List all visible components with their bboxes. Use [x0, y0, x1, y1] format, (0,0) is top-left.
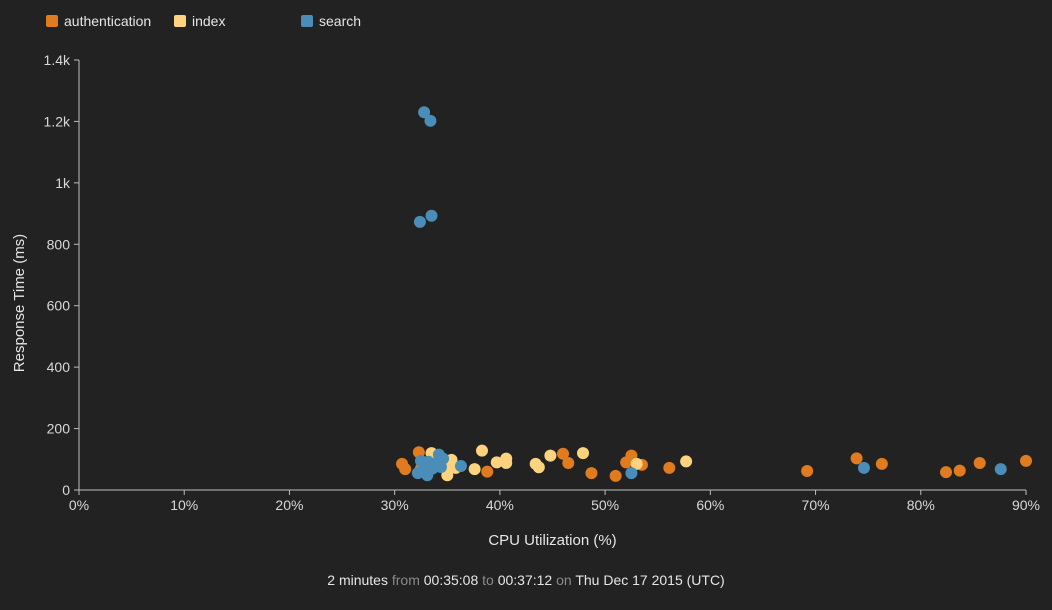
- x-tick-label: 20%: [275, 497, 303, 513]
- y-tick-label: 1k: [55, 175, 71, 191]
- footer-start-time: 00:35:08: [423, 572, 479, 588]
- data-point-search: [421, 469, 434, 482]
- x-tick-label: 60%: [696, 497, 724, 513]
- data-point-index: [441, 469, 454, 482]
- data-point-index: [500, 456, 513, 469]
- data-point-authentication: [850, 452, 863, 465]
- data-point-search: [418, 106, 431, 119]
- data-point-search: [424, 114, 437, 127]
- scatter-chart: 0 200 400 600 800 1k 1.2k 1.4k 0% 10% 20% 30% 40% 50%…: [11, 52, 1040, 549]
- data-point-index: [577, 447, 590, 460]
- x-tick-label: 40%: [486, 497, 514, 513]
- data-point-search: [425, 209, 438, 222]
- data-point-index: [532, 461, 545, 474]
- legend-item-index[interactable]: index: [174, 13, 225, 29]
- legend-item-authentication[interactable]: authentication: [46, 13, 151, 29]
- legend-swatch-search: [301, 15, 313, 27]
- y-axis-label: Response Time (ms): [11, 234, 28, 372]
- x-tick-label: 70%: [802, 497, 830, 513]
- time-range-footer: 2 minutes from 00:35:08 to 00:37:12 on T…: [0, 572, 1052, 588]
- x-tick-label: 10%: [170, 497, 198, 513]
- footer-duration: 2 minutes: [327, 572, 388, 588]
- data-point-index: [468, 463, 481, 476]
- data-point-index: [490, 456, 503, 469]
- data-point-search: [994, 463, 1007, 476]
- x-tick-label: 80%: [907, 497, 935, 513]
- data-point-search: [625, 467, 638, 480]
- legend-item-search[interactable]: search: [301, 13, 361, 29]
- data-point-authentication: [557, 447, 570, 460]
- footer-on-word: on: [556, 572, 572, 588]
- footer-end-time: 00:37:12: [497, 572, 553, 588]
- data-point-search: [857, 461, 870, 474]
- legend-swatch-authentication: [46, 15, 58, 27]
- y-tick-label: 1.2k: [44, 113, 71, 129]
- data-point-authentication: [940, 466, 953, 479]
- data-point-index: [544, 449, 557, 462]
- data-point-search: [454, 460, 467, 473]
- data-point-authentication: [609, 469, 622, 482]
- x-tick-label: 30%: [381, 497, 409, 513]
- data-point-authentication: [801, 464, 814, 477]
- data-point-authentication: [875, 457, 888, 470]
- footer-to-word: to: [482, 572, 494, 588]
- y-tick-label: 0: [62, 482, 70, 498]
- data-point-authentication: [562, 456, 575, 469]
- legend-label-search: search: [319, 13, 362, 29]
- y-tick-label: 400: [47, 359, 71, 375]
- data-point-authentication: [585, 467, 598, 480]
- data-point-authentication: [1020, 454, 1032, 467]
- data-point-search: [413, 215, 426, 228]
- x-tick-label: 90%: [1012, 497, 1040, 513]
- data-point-authentication: [399, 463, 412, 476]
- legend-label-authentication: authentication: [64, 13, 152, 29]
- y-tick-label: 600: [47, 298, 71, 314]
- data-point-index: [630, 457, 643, 470]
- x-tick-label: 50%: [591, 497, 619, 513]
- data-point-authentication: [481, 465, 494, 478]
- x-axis-label: CPU Utilization (%): [488, 532, 616, 549]
- y-tick-label: 1.4k: [44, 52, 71, 68]
- data-point-authentication: [663, 461, 676, 474]
- data-point-search: [437, 452, 450, 465]
- footer-from-word: from: [391, 572, 420, 588]
- legend-swatch-index: [174, 15, 186, 27]
- data-point-index: [476, 444, 489, 457]
- y-tick-label: 800: [47, 236, 71, 252]
- x-tick-label: 0%: [69, 497, 89, 513]
- y-tick-label: 200: [47, 421, 71, 437]
- data-point-authentication: [973, 456, 986, 469]
- data-point-index: [680, 455, 693, 468]
- legend-label-index: index: [192, 13, 226, 29]
- data-point-authentication: [953, 464, 966, 477]
- footer-date: Thu Dec 17 2015 (UTC): [575, 572, 725, 588]
- data-point-search: [411, 467, 424, 480]
